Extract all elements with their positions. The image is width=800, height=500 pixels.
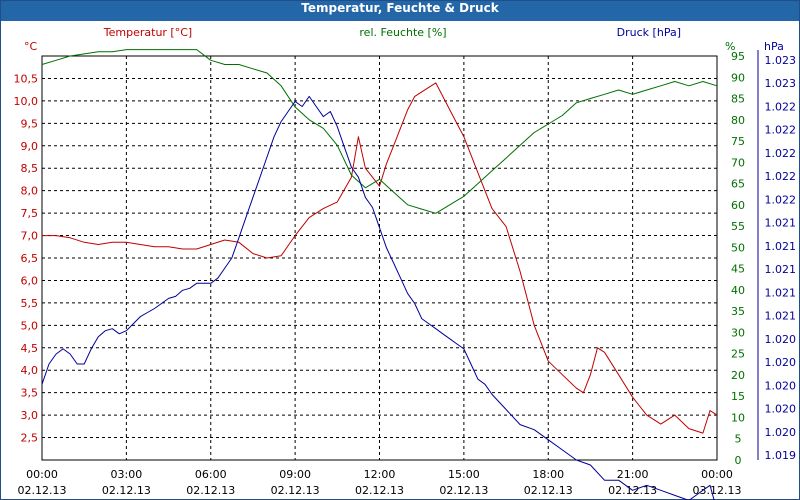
- x-tick-time: 18:00: [532, 468, 564, 481]
- y-tick-humidity: 85: [731, 93, 745, 106]
- y-unit-temperature: °C: [24, 40, 38, 53]
- y-tick-humidity: 30: [731, 326, 745, 339]
- y-tick-humidity: 60: [731, 199, 745, 212]
- x-tick-date: 02.12.13: [18, 484, 67, 497]
- y-tick-humidity: 70: [731, 156, 745, 169]
- y-tick-humidity: 25: [731, 348, 745, 361]
- x-tick-time: 15:00: [448, 468, 480, 481]
- y-tick-pressure: 1.023: [765, 77, 797, 90]
- y-tick-humidity: 15: [731, 390, 745, 403]
- y-tick-pressure: 1.020: [765, 356, 797, 369]
- y-tick-humidity: 75: [731, 135, 745, 148]
- y-tick-temperature: 6,5: [21, 252, 39, 265]
- y-tick-humidity: 45: [731, 263, 745, 276]
- y-tick-humidity: 20: [731, 369, 745, 382]
- plot-frame: [41, 55, 718, 461]
- x-tick-date: 02.12.13: [439, 484, 488, 497]
- y-tick-humidity: 40: [731, 284, 745, 297]
- x-tick-date: 02.12.13: [102, 484, 151, 497]
- y-unit-pressure: hPa: [764, 40, 784, 53]
- y-tick-pressure: 1.022: [765, 170, 797, 183]
- x-tick-time: 00:00: [701, 468, 733, 481]
- y-tick-humidity: 90: [731, 71, 745, 84]
- y-tick-pressure: 1.020: [765, 426, 797, 439]
- x-tick-date: 02.12.13: [271, 484, 320, 497]
- y-tick-pressure: 1.020: [765, 403, 797, 416]
- x-tick-time: 12:00: [364, 468, 396, 481]
- x-tick-date: 02.12.13: [524, 484, 573, 497]
- axis-title-humidity: rel. Feuchte [%]: [359, 26, 446, 39]
- y-tick-temperature: 8,5: [21, 162, 39, 175]
- y-tick-temperature: 3,0: [21, 409, 39, 422]
- y-tick-temperature: 9,5: [21, 117, 39, 130]
- y-unit-humidity: %: [725, 40, 735, 53]
- y-tick-pressure: 1.021: [765, 286, 797, 299]
- humidity-line: [41, 49, 718, 214]
- y-tick-temperature: 5,5: [21, 297, 39, 310]
- y-tick-temperature: 3,5: [21, 387, 39, 400]
- y-tick-pressure: 1.019: [765, 449, 797, 462]
- y-tick-pressure: 1.023: [765, 54, 797, 67]
- y-tick-temperature: 10,0: [14, 95, 39, 108]
- y-tick-pressure: 1.021: [765, 263, 797, 276]
- y-tick-humidity: 5: [735, 433, 742, 446]
- axis-title-temperature: Temperatur [°C]: [103, 26, 192, 39]
- y-tick-humidity: 80: [731, 114, 745, 127]
- axis-title-pressure: Druck [hPa]: [617, 26, 681, 39]
- y-tick-temperature: 7,0: [21, 230, 39, 243]
- y-tick-humidity: 50: [731, 241, 745, 254]
- y-tick-temperature: 7,5: [21, 207, 39, 220]
- x-tick-time: 06:00: [195, 468, 227, 481]
- y-tick-humidity: 10: [731, 411, 745, 424]
- x-tick-time: 00:00: [26, 468, 58, 481]
- y-tick-pressure: 1.020: [765, 379, 797, 392]
- y-tick-pressure: 1.022: [765, 100, 797, 113]
- y-tick-pressure: 1.021: [765, 217, 797, 230]
- title-bar: Temperatur, Feuchte & Druck: [1, 1, 799, 21]
- y-tick-pressure: 1.022: [765, 124, 797, 137]
- y-tick-pressure: 1.021: [765, 310, 797, 323]
- y-tick-humidity: 35: [731, 305, 745, 318]
- y-tick-humidity: 95: [731, 50, 745, 63]
- y-tick-pressure: 1.022: [765, 147, 797, 160]
- y-tick-temperature: 4,0: [21, 364, 39, 377]
- y-tick-temperature: 8,0: [21, 185, 39, 198]
- pressure-line: [41, 95, 715, 500]
- chart-title: Temperatur, Feuchte & Druck: [301, 1, 499, 15]
- y-tick-temperature: 9,0: [21, 140, 39, 153]
- x-tick-time: 03:00: [111, 468, 143, 481]
- x-tick-time: 09:00: [279, 468, 311, 481]
- x-tick-date: 02.12.13: [355, 484, 404, 497]
- y-tick-humidity: 0: [735, 454, 742, 467]
- x-tick-date: 02.12.13: [186, 484, 235, 497]
- y-tick-humidity: 55: [731, 220, 745, 233]
- x-tick-time: 21:00: [617, 468, 649, 481]
- y-tick-temperature: 4,5: [21, 342, 39, 355]
- y-tick-temperature: 2,5: [21, 432, 39, 445]
- y-tick-temperature: 5,0: [21, 319, 39, 332]
- y-tick-pressure: 1.020: [765, 333, 797, 346]
- y-tick-temperature: 10,5: [14, 72, 39, 85]
- y-tick-pressure: 1.021: [765, 240, 797, 253]
- y-tick-humidity: 65: [731, 178, 745, 191]
- y-tick-temperature: 6,0: [21, 274, 39, 287]
- x-tick-date: 03.12.13: [693, 484, 742, 497]
- temperature-line: [42, 82, 718, 434]
- y-tick-pressure: 1.022: [765, 193, 797, 206]
